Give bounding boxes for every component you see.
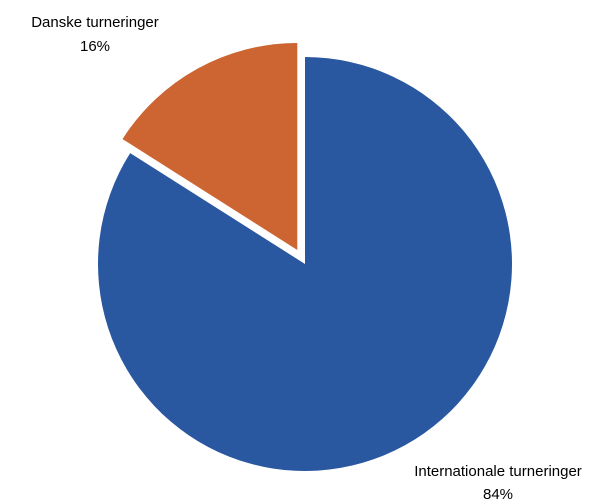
pie-slice-danske-turneringer: [122, 42, 298, 250]
slice-label-internationale-value: 84%: [483, 486, 513, 503]
slice-label-danske-value: 16%: [80, 38, 110, 55]
pie-slice-internationale-turneringer: [97, 57, 512, 471]
slice-label-danske-name: Danske turneringer: [31, 14, 159, 31]
pie-slices: [97, 42, 512, 471]
slice-label-internationale-name: Internationale turneringer: [414, 463, 582, 480]
